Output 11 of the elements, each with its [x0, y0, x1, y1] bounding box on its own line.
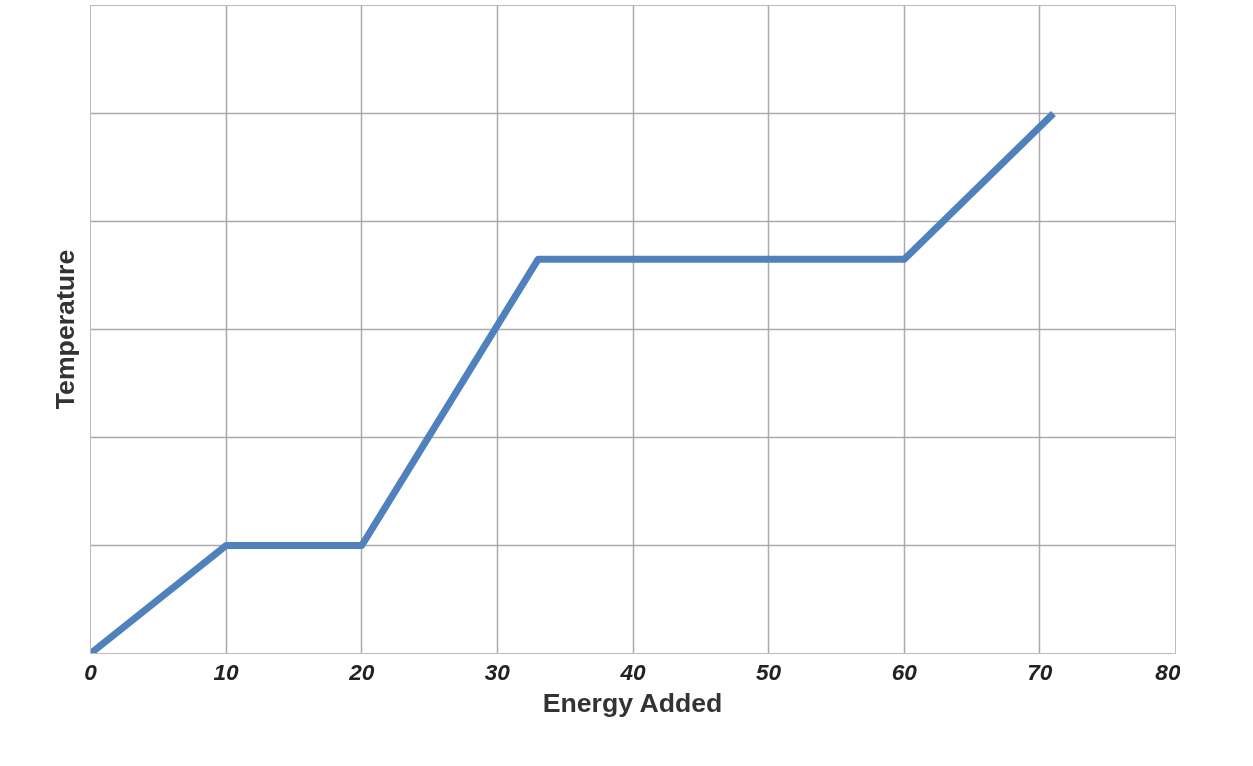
y-axis-title: Temperature [49, 249, 80, 410]
x-tick-label: 40 [619, 658, 646, 685]
x-tick-label: 0 [84, 658, 98, 685]
x-tick-label: 60 [891, 658, 918, 685]
x-axis-title: Energy Added [542, 687, 723, 718]
x-tick-label: 10 [213, 658, 240, 685]
x-tick-label: 80 [1155, 658, 1181, 685]
x-tick-label: 20 [348, 658, 375, 685]
x-tick-label: 50 [756, 658, 782, 685]
x-tick-label: 70 [1027, 658, 1053, 685]
x-tick-label: 30 [484, 658, 511, 685]
